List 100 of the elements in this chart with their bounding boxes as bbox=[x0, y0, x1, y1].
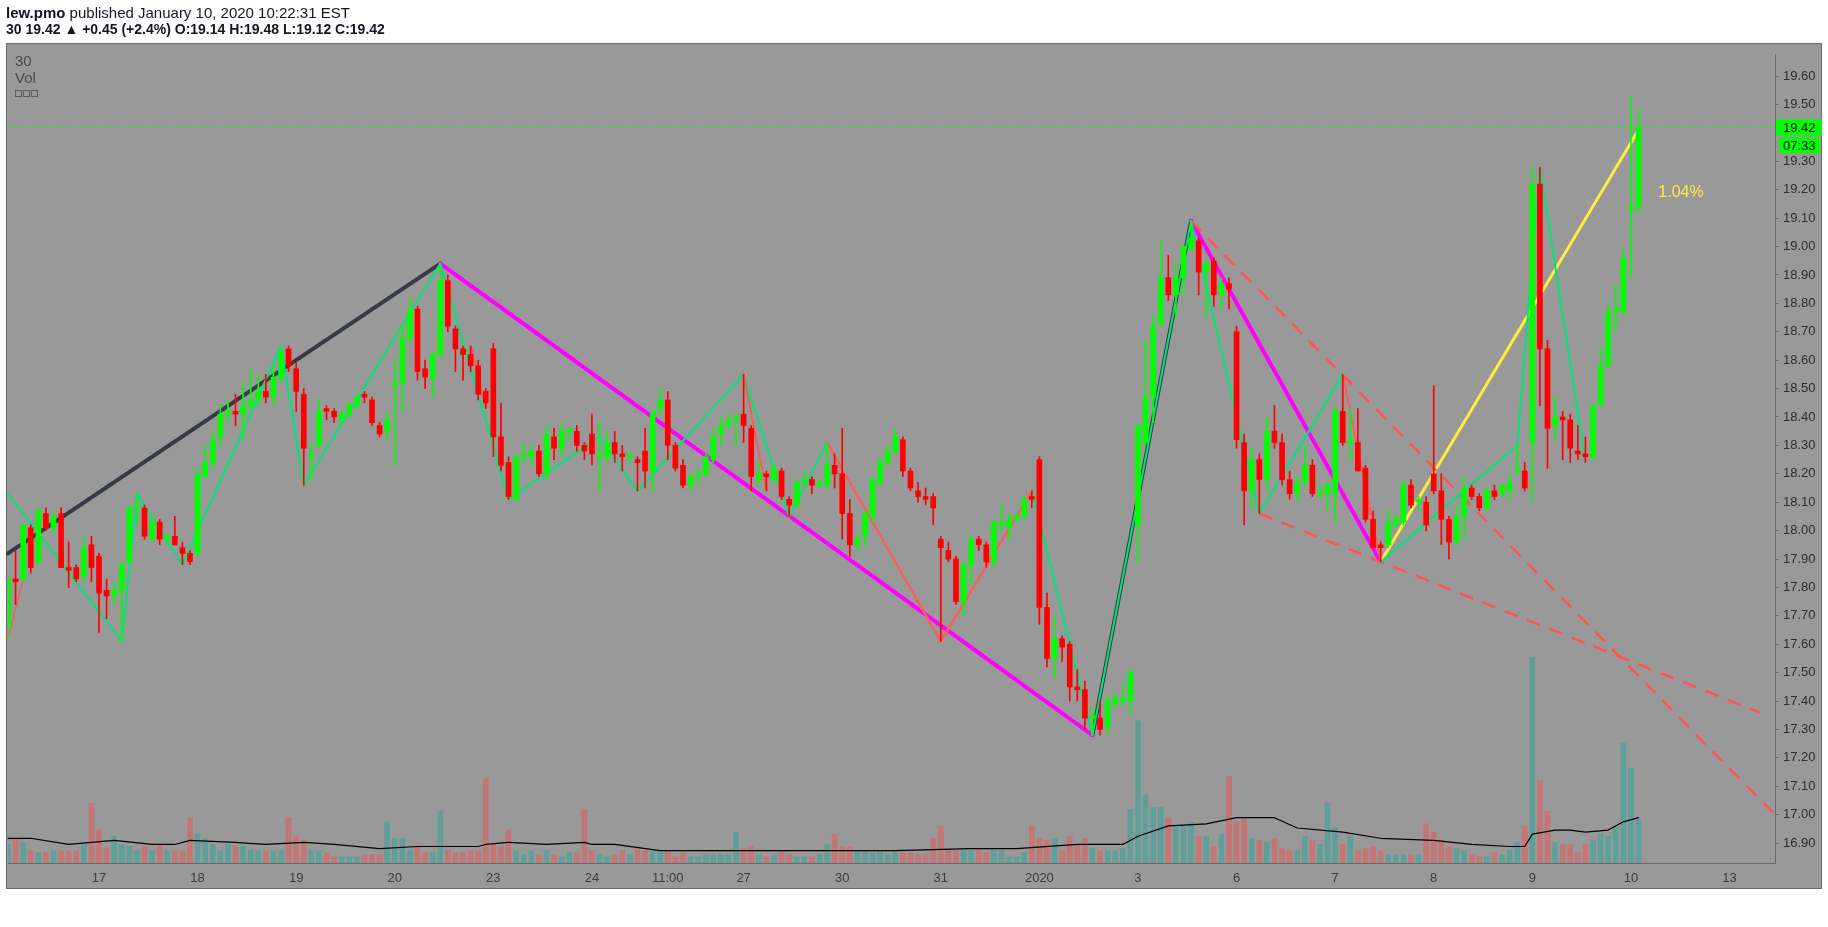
bar bbox=[1021, 852, 1028, 863]
bar bbox=[111, 835, 117, 863]
bar bbox=[915, 854, 921, 863]
bar bbox=[1552, 842, 1558, 863]
bar bbox=[1415, 854, 1422, 863]
bar bbox=[156, 844, 163, 863]
bar bbox=[81, 844, 87, 863]
bar bbox=[672, 856, 679, 863]
bar bbox=[748, 846, 755, 863]
candlestick bbox=[111, 581, 117, 605]
candlestick bbox=[1347, 408, 1354, 460]
candlestick bbox=[1119, 683, 1126, 708]
bar bbox=[1574, 852, 1581, 863]
y-tick-label: 18.80 bbox=[1783, 294, 1816, 310]
bar bbox=[900, 852, 906, 863]
bar bbox=[407, 850, 413, 863]
y-tick-label: 17.40 bbox=[1783, 692, 1816, 708]
bar bbox=[452, 852, 459, 863]
bar bbox=[1256, 840, 1263, 863]
bar bbox=[589, 850, 595, 863]
bar bbox=[536, 854, 542, 863]
bar bbox=[1453, 848, 1460, 863]
bar bbox=[937, 825, 944, 863]
bar bbox=[991, 848, 997, 863]
bar bbox=[1135, 720, 1141, 863]
bar bbox=[1590, 840, 1596, 863]
candlestick bbox=[1430, 385, 1437, 495]
bar bbox=[1347, 835, 1354, 863]
bar bbox=[1241, 817, 1247, 863]
bar bbox=[27, 850, 34, 863]
bar bbox=[1339, 844, 1346, 863]
bar bbox=[566, 852, 573, 863]
bar bbox=[482, 778, 489, 863]
bar bbox=[467, 850, 474, 863]
candlestick bbox=[263, 374, 269, 404]
chart-title: Vol bbox=[15, 69, 36, 87]
x-tick-label: 10 bbox=[1623, 870, 1639, 886]
x-tick-label: 9 bbox=[1528, 870, 1536, 886]
bar bbox=[187, 817, 193, 863]
text: 30 19.42 ▲ +0.45 (+2.4%) O:19.14 H:19.48 L:19.12 C:19.42 bbox=[6, 21, 385, 38]
bar bbox=[361, 854, 368, 863]
bar bbox=[134, 850, 140, 863]
bar bbox=[422, 852, 428, 863]
y-tick-label: 17.80 bbox=[1783, 579, 1816, 595]
bar bbox=[695, 856, 701, 863]
bar bbox=[664, 850, 671, 863]
bar bbox=[998, 850, 1005, 863]
x-tick-label: 23 bbox=[486, 870, 501, 886]
bar bbox=[1301, 835, 1308, 863]
bar bbox=[1483, 856, 1490, 863]
bar bbox=[149, 850, 155, 863]
y-tick-label: 18.20 bbox=[1783, 465, 1816, 481]
x-tick-label: 8 bbox=[1430, 870, 1438, 886]
y-tick-label: 19.10 bbox=[1783, 209, 1816, 225]
candlestick bbox=[134, 493, 140, 526]
y-tick-label: 18.60 bbox=[1783, 351, 1816, 367]
bar bbox=[43, 852, 49, 863]
bar bbox=[953, 850, 959, 863]
bar bbox=[839, 846, 846, 863]
y-tick-label: 19.30 bbox=[1783, 152, 1816, 168]
bar bbox=[1491, 852, 1498, 863]
bar bbox=[1157, 807, 1164, 863]
bar bbox=[786, 854, 792, 863]
bar bbox=[475, 850, 482, 863]
y-tick-label: 18.40 bbox=[1783, 408, 1816, 424]
bar bbox=[1332, 827, 1338, 863]
x-tick-label: 31 bbox=[933, 870, 949, 886]
bar bbox=[755, 854, 762, 863]
bar bbox=[604, 856, 610, 863]
y-tick-label: 18.50 bbox=[1783, 380, 1816, 396]
bar bbox=[1476, 856, 1483, 863]
bar bbox=[1423, 823, 1429, 863]
bar bbox=[1059, 850, 1065, 863]
bar bbox=[1521, 825, 1528, 863]
bar bbox=[1362, 848, 1369, 863]
candlestick bbox=[1226, 277, 1232, 310]
candlestick bbox=[733, 413, 739, 446]
bar bbox=[1279, 848, 1285, 863]
candlestick bbox=[225, 399, 231, 424]
bar bbox=[1392, 854, 1399, 863]
bar bbox=[172, 850, 178, 863]
bar bbox=[657, 850, 664, 863]
bar bbox=[460, 852, 466, 863]
bar bbox=[50, 850, 57, 863]
bar bbox=[391, 837, 398, 863]
x-tick-label: 20 bbox=[387, 870, 402, 886]
x-tick-label: 17 bbox=[91, 870, 107, 886]
bar bbox=[376, 854, 383, 863]
bar bbox=[308, 850, 315, 863]
candlestick bbox=[1317, 484, 1323, 500]
bar bbox=[240, 846, 246, 863]
y-tick-label: 19.00 bbox=[1783, 238, 1816, 254]
bar bbox=[1165, 817, 1172, 863]
y-tick-label: 17.70 bbox=[1783, 607, 1816, 623]
chart-subtitle: lew.pmo published January 10, 2020 10:22:31 EST bbox=[6, 4, 350, 22]
candlestick bbox=[1552, 396, 1558, 441]
bar bbox=[1567, 844, 1574, 863]
y-tick-label: 17.30 bbox=[1783, 721, 1816, 737]
candlestick bbox=[240, 382, 246, 441]
bar bbox=[58, 850, 64, 863]
